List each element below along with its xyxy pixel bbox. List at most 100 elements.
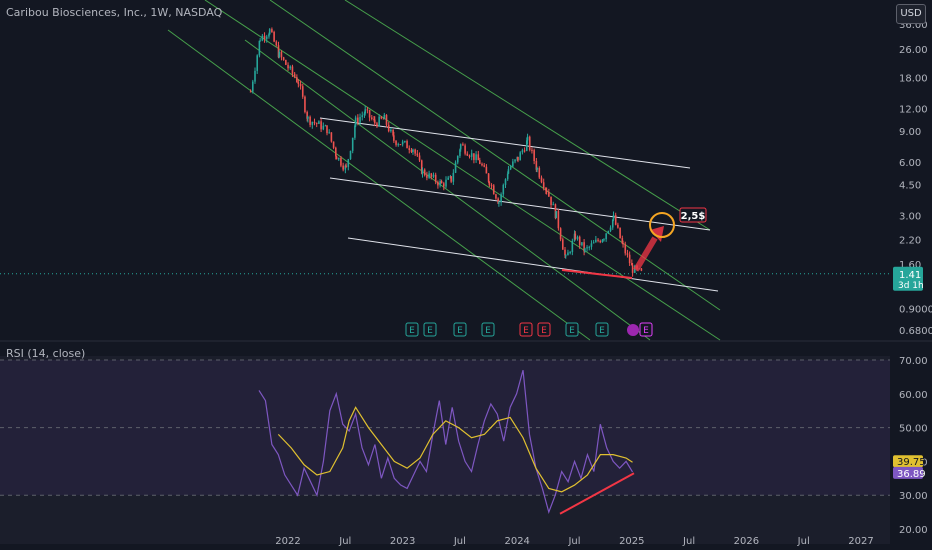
candle-body: [456, 155, 459, 163]
candle-body: [519, 152, 521, 161]
candle-body: [622, 243, 624, 245]
price-tick-label: 1.60: [899, 260, 921, 271]
price-tick-label: 3.00: [899, 212, 921, 223]
candle-body: [526, 140, 528, 151]
candle-body: [368, 110, 371, 118]
candle-body: [617, 224, 619, 228]
candle-body: [252, 81, 254, 92]
rsi-divergence-line: [559, 472, 635, 515]
candle-body: [550, 196, 552, 206]
candle-body: [542, 182, 545, 188]
candle-body: [291, 66, 294, 74]
earnings-marker-5: [519, 322, 533, 337]
candle-body: [408, 148, 411, 151]
candle-body: [322, 125, 325, 130]
price-tick-label: 6.00: [899, 158, 921, 169]
candle-body: [434, 174, 437, 182]
candle-body: [447, 177, 449, 180]
candle-body: [557, 211, 560, 229]
candle-body: [562, 239, 564, 250]
candle-body: [423, 169, 426, 176]
candle-body: [432, 174, 435, 177]
target-label-box: [679, 207, 707, 223]
candle-body: [307, 116, 309, 119]
candle-body: [265, 36, 268, 39]
candle-body: [392, 129, 394, 136]
candle-body: [395, 140, 397, 145]
candle-body: [418, 155, 421, 161]
candle-body: [383, 114, 386, 120]
candle-body: [581, 242, 583, 246]
candle-body: [440, 181, 443, 184]
candle-body: [559, 228, 562, 240]
target-circle: [649, 212, 675, 238]
price-badge-countdown: 3d 1h: [898, 281, 924, 291]
rsi-tick-label: 50.00: [899, 424, 928, 435]
rsi-ma-badge: [893, 455, 923, 468]
candle-body: [548, 192, 550, 197]
candle-body: [545, 190, 548, 193]
earnings-marker-8: [595, 322, 609, 337]
candle-body: [497, 198, 499, 204]
candle-body: [555, 211, 557, 219]
candle-body: [282, 57, 285, 60]
earnings-marker-1: [405, 322, 419, 337]
candle-body: [342, 165, 344, 170]
candle-body: [318, 121, 320, 124]
candle-body: [256, 55, 258, 71]
candle-body: [287, 64, 289, 69]
candle-body: [273, 31, 275, 42]
candle-body: [507, 169, 510, 174]
rsi-line: [258, 369, 634, 515]
candle-body: [526, 136, 529, 141]
candle-body: [437, 181, 439, 186]
symbol-title: Caribou Biosciences, Inc., 1W, NASDAQ: [6, 6, 223, 19]
candle-body: [280, 51, 283, 58]
candle-body: [387, 124, 390, 132]
candle-body: [311, 121, 314, 125]
candle-body: [324, 125, 327, 127]
candle-body: [454, 162, 457, 173]
earnings-marker-label: E: [599, 326, 605, 336]
candle-body: [275, 41, 278, 46]
candle-body: [473, 153, 475, 160]
price-tick-label: 0.6800: [899, 326, 932, 337]
candle-body: [628, 254, 631, 264]
currency-button[interactable]: USD: [896, 4, 926, 24]
candle-body: [271, 29, 273, 32]
price-badge-value: 1.41: [899, 270, 921, 281]
white-channel-line-2: [329, 177, 711, 231]
candle-body: [640, 268, 643, 271]
candle-body: [583, 242, 585, 252]
candle-body: [483, 165, 485, 167]
candle-body: [634, 265, 636, 273]
candle-body: [357, 117, 359, 123]
candle-body: [315, 122, 318, 124]
candle-body: [380, 116, 383, 119]
candle-body: [351, 137, 354, 151]
candle-body: [509, 166, 512, 170]
candle-body: [488, 181, 491, 186]
candle-body: [293, 73, 296, 78]
dividend-flash-icon: [627, 324, 639, 336]
candle-body: [390, 129, 392, 132]
candle-body: [533, 150, 535, 162]
rsi-title: RSI (14, close): [6, 347, 86, 360]
candle-body: [619, 227, 621, 239]
time-tick-label: Jul: [682, 536, 695, 547]
candle-body: [605, 233, 607, 240]
candle-body: [443, 183, 445, 187]
candle-body: [285, 59, 287, 65]
candle-body: [340, 157, 342, 166]
candle-body: [371, 117, 373, 119]
candle-body: [393, 135, 395, 141]
candle-body: [254, 70, 256, 82]
candle-body: [538, 168, 541, 178]
rsi-badge-value: 36.89: [897, 469, 926, 480]
candle-body: [268, 34, 270, 37]
candle-body: [335, 156, 338, 160]
candle-body: [397, 144, 400, 146]
candle-body: [301, 86, 304, 97]
time-tick-label: 2023: [390, 536, 415, 547]
